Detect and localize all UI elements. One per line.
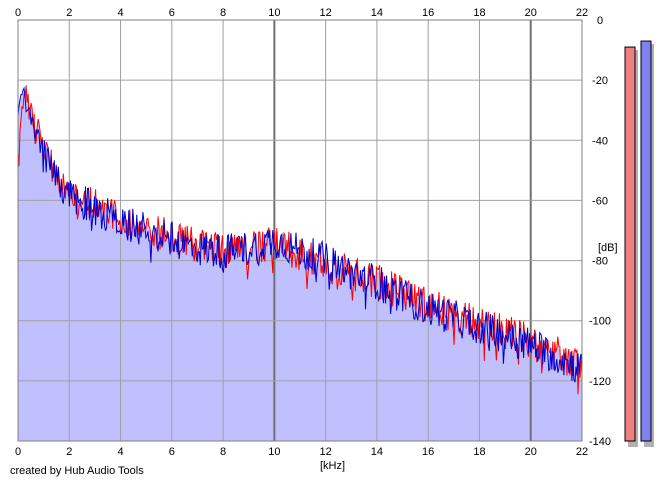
x-tick-label-bottom: 6 xyxy=(169,446,175,458)
y-axis-label: [dB] xyxy=(598,242,618,254)
x-tick-label-bottom: 16 xyxy=(422,446,434,458)
x-tick-label-bottom: 2 xyxy=(66,446,72,458)
x-tick-label-top: 16 xyxy=(422,7,434,19)
x-tick-label-top: 4 xyxy=(117,7,123,19)
tick-labels: 002244668810101212141416161818202022220-… xyxy=(15,7,611,458)
x-tick-label-top: 10 xyxy=(268,7,280,19)
x-tick-label-bottom: 0 xyxy=(15,446,21,458)
x-tick-label-top: 20 xyxy=(525,7,537,19)
y-tick-label: -140 xyxy=(589,436,611,448)
x-tick-label-bottom: 18 xyxy=(473,446,485,458)
x-tick-label-top: 6 xyxy=(169,7,175,19)
x-tick-label-top: 12 xyxy=(320,7,332,19)
y-tick-label: -40 xyxy=(592,135,608,147)
y-tick-label: 0 xyxy=(597,15,603,27)
x-tick-label-bottom: 22 xyxy=(576,446,588,458)
plot-frame xyxy=(17,19,583,442)
y-tick-label: -60 xyxy=(592,195,608,207)
x-tick-label-top: 22 xyxy=(576,7,588,19)
series-line-blue xyxy=(17,86,583,383)
x-tick-label-bottom: 4 xyxy=(117,446,123,458)
spectrum-fill-area xyxy=(18,88,582,442)
x-tick-label-bottom: 8 xyxy=(220,446,226,458)
x-tick-label-top: 8 xyxy=(220,7,226,19)
level-meter-r xyxy=(640,40,652,442)
y-tick-label: -20 xyxy=(592,75,608,87)
y-tick-label: -100 xyxy=(589,316,611,328)
x-tick-label-top: 0 xyxy=(15,7,21,19)
y-tick-label: -80 xyxy=(592,256,608,268)
x-tick-label-top: 2 xyxy=(66,7,72,19)
x-tick-label-bottom: 14 xyxy=(371,446,383,458)
x-tick-label-top: 14 xyxy=(371,7,383,19)
level-meter-l xyxy=(624,46,636,442)
x-tick-label-bottom: 10 xyxy=(268,446,280,458)
x-tick-label-bottom: 12 xyxy=(320,446,332,458)
x-tick-label-bottom: 20 xyxy=(525,446,537,458)
y-tick-label: -120 xyxy=(589,376,611,388)
x-tick-label-top: 18 xyxy=(473,7,485,19)
level-meters xyxy=(624,40,654,448)
credit-text: created by Hub Audio Tools xyxy=(10,465,144,477)
x-axis-label: [kHz] xyxy=(320,460,345,472)
